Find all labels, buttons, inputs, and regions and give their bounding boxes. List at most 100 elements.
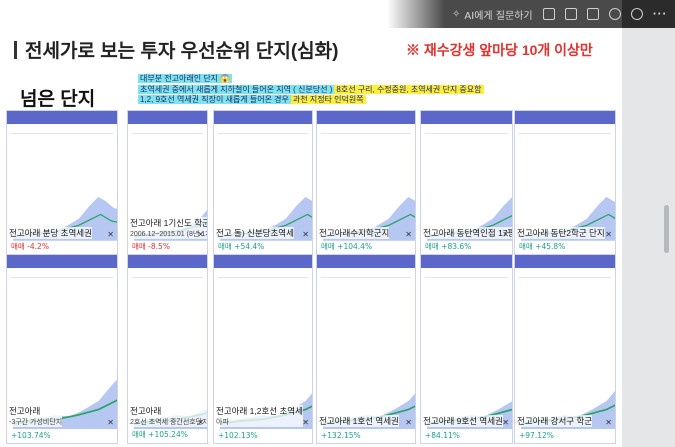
card-header xyxy=(421,255,512,268)
card-change: 매매 +104.4% xyxy=(321,242,373,251)
legend-notes: 대부분 전고아래인 단지 😱 초역세권 중에서 새롭게 지하철이 들어온 지역 … xyxy=(138,74,484,106)
price-area xyxy=(13,379,117,429)
chart-card: 전고아래 -3구간 가성비단지 +103.74% ✕ xyxy=(6,254,118,444)
card-tabs xyxy=(132,126,203,134)
card-label: 전고아래 동탄역인접 17평 xyxy=(423,227,513,239)
card-label-text: 전고아래 1,2호선 초역세 xyxy=(216,406,303,416)
close-icon[interactable]: ✕ xyxy=(405,418,412,427)
card-label-text: 전고아래수지학군지 xyxy=(319,228,390,238)
card-change: +97.12% xyxy=(519,431,554,440)
legend-line-1: 대부분 전고아래인 단지 😱 xyxy=(138,74,233,83)
slide-title-text: 전세가로 보는 투자 우선순위 단지(심화) xyxy=(25,41,339,62)
card-tabs xyxy=(132,270,203,278)
close-icon[interactable]: ✕ xyxy=(107,418,114,427)
card-label: 전고아래수지학군지 xyxy=(319,227,390,239)
download-icon[interactable] xyxy=(630,8,643,20)
card-label-text: 전고아래 동탄2학군 단지 xyxy=(517,228,605,238)
card-header xyxy=(7,111,117,124)
zoom-icon[interactable] xyxy=(608,8,621,20)
card-label-text: 전고아래 xyxy=(9,406,41,416)
card-tabs xyxy=(321,126,411,134)
close-icon[interactable]: ✕ xyxy=(197,230,204,239)
card-label: 전고아래 1호선 역세권 xyxy=(319,415,399,427)
crop-icon[interactable] xyxy=(586,8,599,20)
card-change: +102.13% xyxy=(218,431,258,440)
card-label-text: 전고아래 1기신도 학군 xyxy=(130,218,208,228)
card-header xyxy=(214,255,312,268)
close-icon[interactable]: ✕ xyxy=(605,230,612,239)
card-change: 매매 -8.5% xyxy=(132,242,170,251)
card-header xyxy=(515,111,615,124)
legend-line-3b: 과천 지정타 인덕원쪽 xyxy=(290,95,366,104)
card-header xyxy=(515,255,615,268)
card-tabs xyxy=(425,270,508,278)
title-bar xyxy=(14,41,17,59)
card-change: 매매 +105.24% xyxy=(132,430,188,439)
chart-card: 전고아래 동탄역인접 17평 매매 +83.6% ✕ xyxy=(420,110,513,256)
slide-note: ※ 재수강생 앞마당 10개 이상만 xyxy=(406,42,593,58)
close-icon[interactable]: ✕ xyxy=(302,418,309,427)
ai-ask-button[interactable]: ✧ AI에게 질문하기 xyxy=(452,7,533,22)
card-label: 전고아래 9호선 역세권 xyxy=(423,415,503,427)
card-label: 전고아래 분당 초역세권 xyxy=(9,227,92,239)
card-tabs xyxy=(519,270,611,278)
card-change: 매매 +45.8% xyxy=(519,242,566,251)
legend-line-2a: 초역세권 중에서 새롭게 지하철이 들어온 지역 ( 신분당선 ) xyxy=(138,84,335,94)
card-label-text: 전고아래 1호선 역세권 xyxy=(319,416,399,426)
viewer-toolbar: ✧ AI에게 질문하기 ··· xyxy=(387,0,675,28)
ai-ask-label: AI에게 질문하기 xyxy=(464,10,533,22)
card-label-text: 전고아래 동탄역인접 17평 xyxy=(423,228,513,238)
chat-icon[interactable] xyxy=(542,8,555,20)
card-header xyxy=(128,255,207,268)
card-label: 전고 돌) 신분당초역세 xyxy=(216,227,294,239)
card-header xyxy=(317,255,415,268)
scrollbar-thumb[interactable] xyxy=(664,205,669,253)
card-change: +132.15% xyxy=(321,431,361,440)
close-icon[interactable]: ✕ xyxy=(605,418,612,427)
card-label: 전고아래 2호선 초역세 중간선호단지 xyxy=(130,405,208,427)
close-icon[interactable]: ✕ xyxy=(502,418,509,427)
card-label-text: 전고아래 분당 초역세권 xyxy=(9,228,92,238)
more-icon[interactable]: ··· xyxy=(652,8,667,20)
card-tabs xyxy=(321,270,411,278)
chart-card: 전고아래 1기신도 학군 2006.12~2015.01 (8년 1개월) 매매 -… xyxy=(127,110,208,256)
card-tabs xyxy=(519,126,611,134)
price-area xyxy=(323,197,415,241)
close-icon[interactable]: ✕ xyxy=(107,230,114,239)
chart-card: 전고 돌) 신분당초역세 매매 +54.4% ✕ xyxy=(213,110,313,256)
caption-icon[interactable] xyxy=(564,8,577,20)
card-label-sub: -3구간 가성비단지 xyxy=(9,419,63,426)
close-icon[interactable]: ✕ xyxy=(197,418,204,427)
card-header xyxy=(214,111,312,124)
card-label-sub: 2006.12~2015.01 (8년 1개월) xyxy=(130,231,207,238)
chart-card: 전고아래 9호선 역세권 +84.11% ✕ xyxy=(420,254,513,444)
card-label-sub: 2호선 초역세 중간선호단지 xyxy=(130,419,208,426)
card-tabs xyxy=(218,126,308,134)
slide-title: 전세가로 보는 투자 우선순위 단지(심화) xyxy=(14,36,338,63)
card-label: 전고아래 1기신도 학군 2006.12~2015.01 (8년 1개월) xyxy=(130,217,208,239)
chart-card: 전고아래 1호선 역세권 +132.15% ✕ xyxy=(316,254,416,444)
card-change: 매매 -4.2% xyxy=(11,242,49,251)
close-icon[interactable]: ✕ xyxy=(302,230,309,239)
card-label: 전고아래 동탄2학군 단지 xyxy=(517,227,605,239)
card-label-sub: 아파 xyxy=(216,419,229,426)
card-label: 전고아래 강서구 학군 xyxy=(517,415,593,427)
card-tabs xyxy=(11,270,113,278)
close-icon[interactable]: ✕ xyxy=(502,230,509,239)
card-label: 전고아래 -3구간 가성비단지 xyxy=(9,405,63,427)
card-change: +84.11% xyxy=(425,431,460,440)
card-label-text: 전고아래 강서구 학군 xyxy=(517,416,593,426)
card-header xyxy=(7,255,117,268)
slide-canvas: 전세가로 보는 투자 우선순위 단지(심화) ※ 재수강생 앞마당 10개 이상… xyxy=(0,0,622,447)
card-change: +103.74% xyxy=(11,431,51,440)
card-header xyxy=(128,111,207,124)
chart-card: 전고아래 강서구 학군 +97.12% ✕ xyxy=(514,254,616,444)
close-icon[interactable]: ✕ xyxy=(405,230,412,239)
